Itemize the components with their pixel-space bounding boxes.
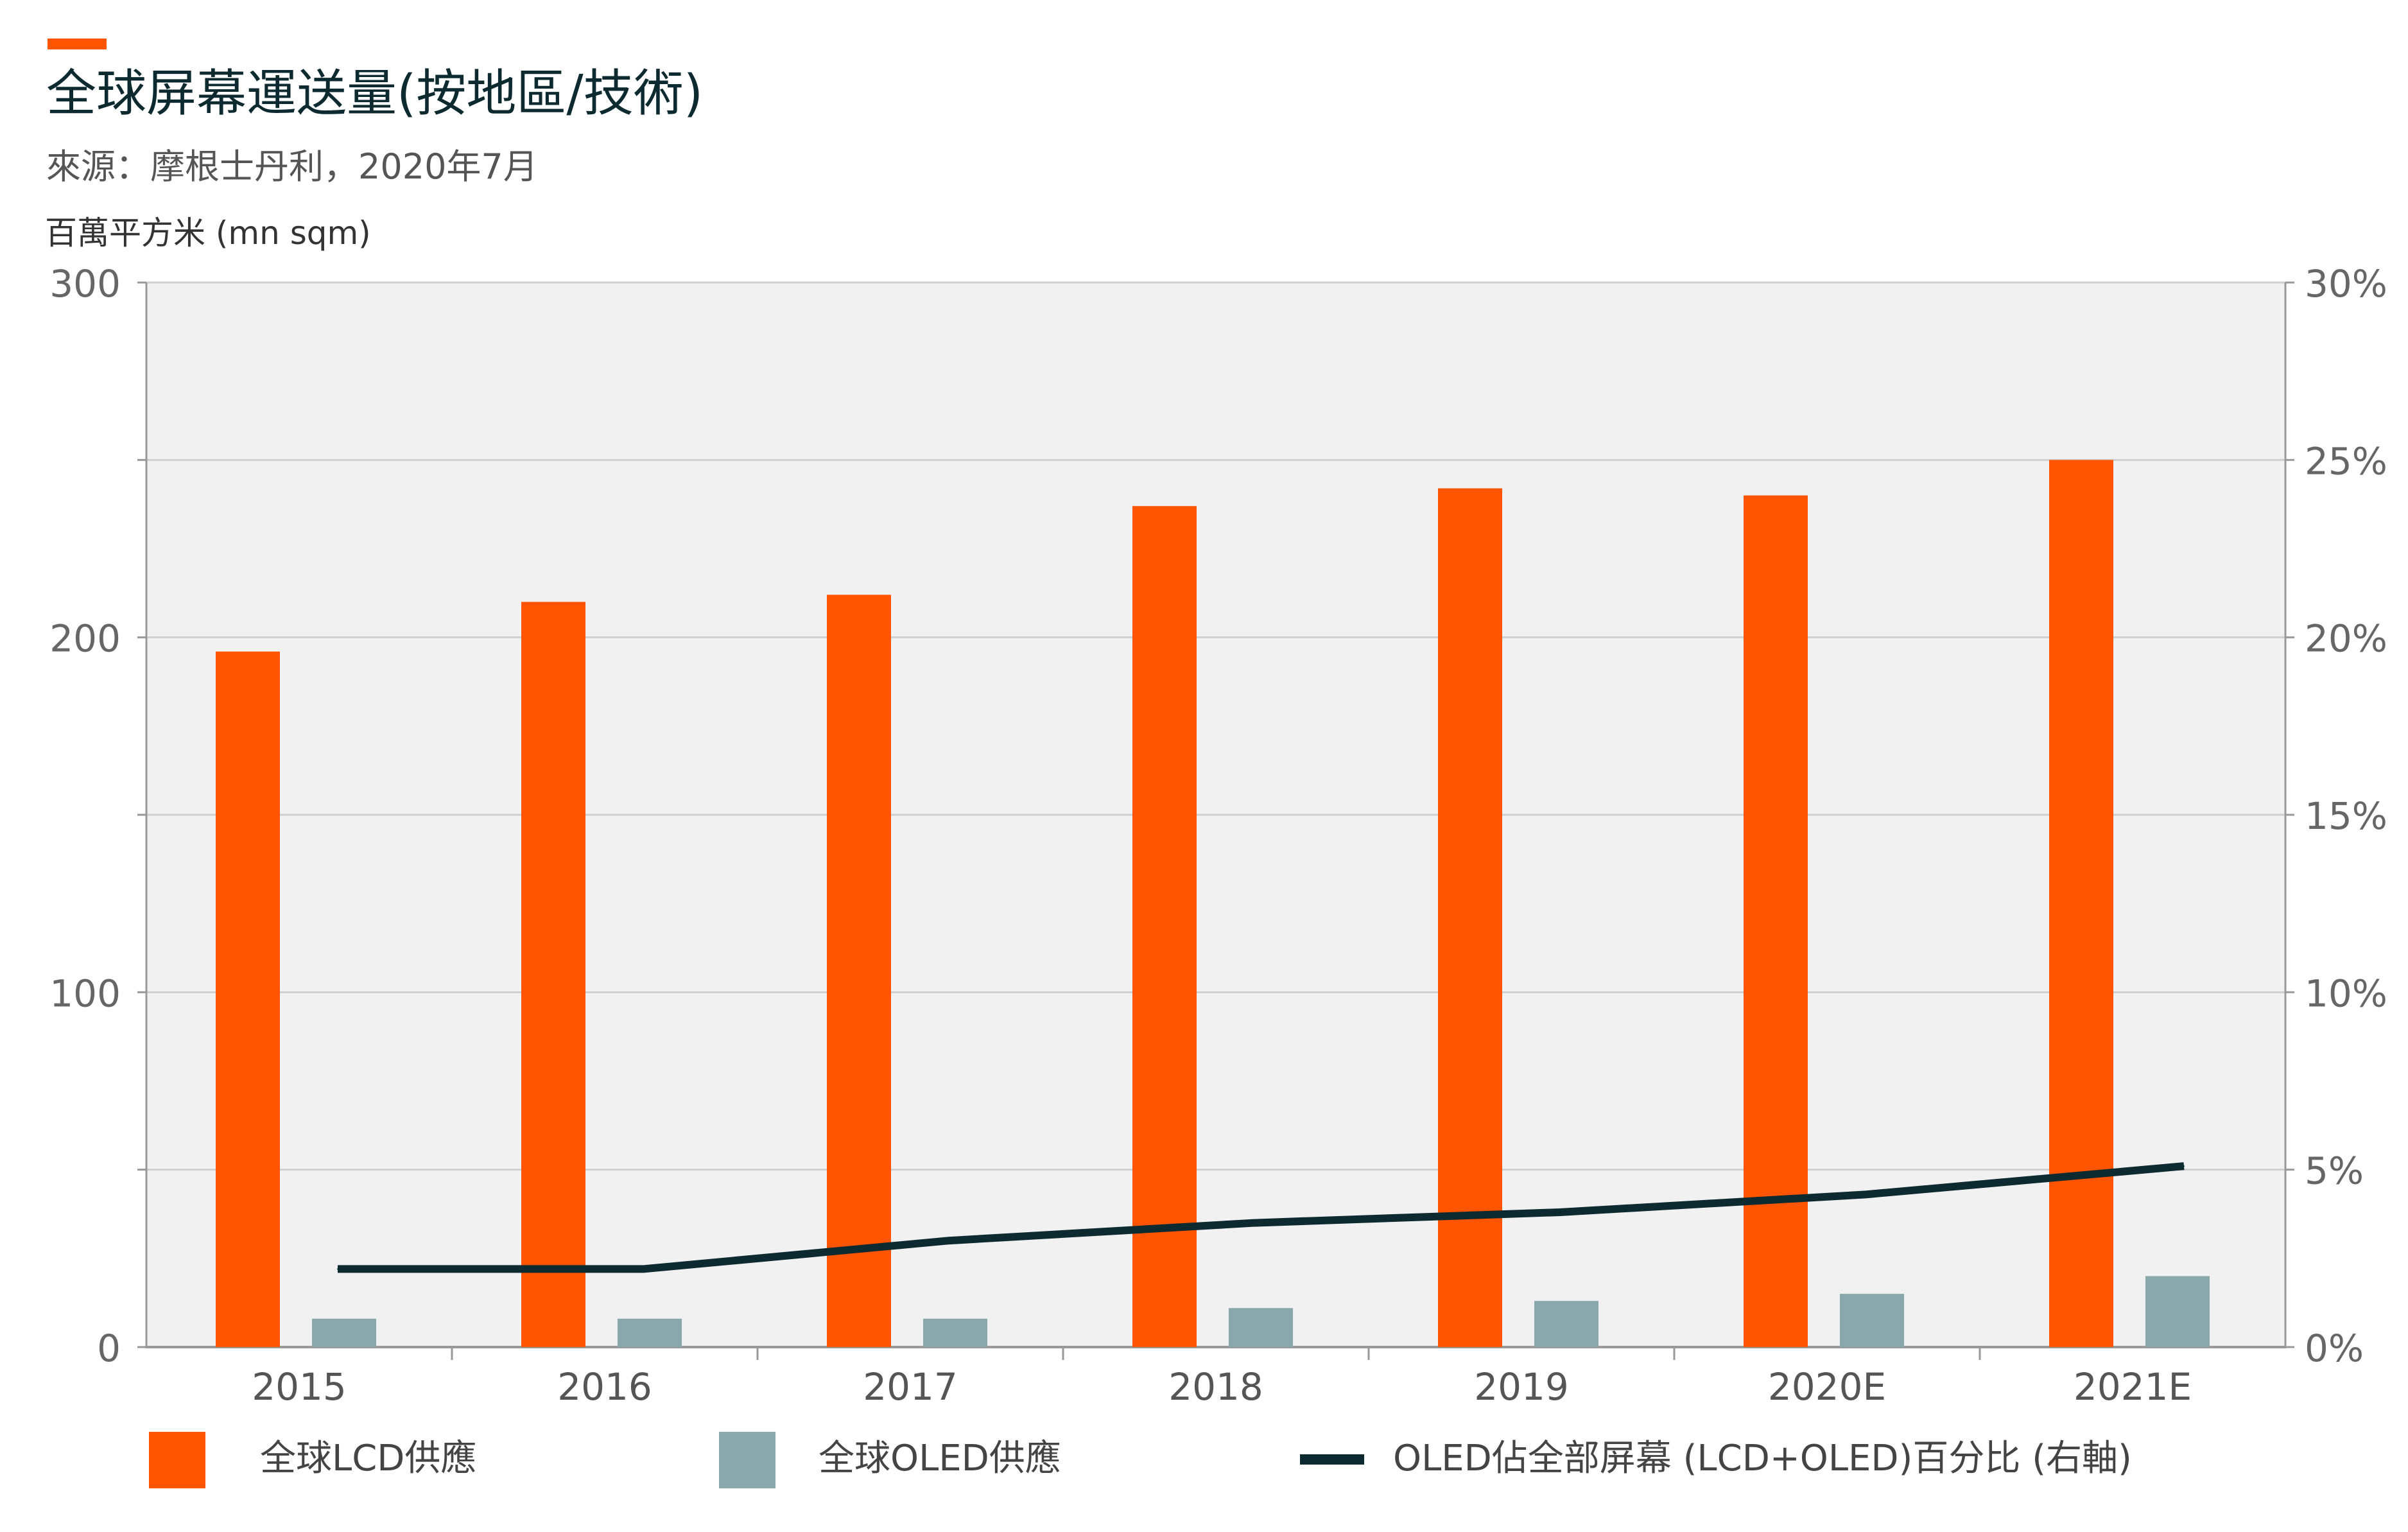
y2-tick-label: 30% — [2305, 262, 2387, 306]
line-point-2018 — [1254, 1222, 1255, 1224]
oled-share-line-group — [337, 1162, 2185, 1273]
legend-swatch-oled — [719, 1432, 775, 1488]
bar-lcd-2017 — [827, 595, 891, 1347]
y2-tick-label: 25% — [2305, 439, 2387, 483]
bar-lcd-2015 — [216, 651, 280, 1347]
y2-tick-label: 20% — [2305, 617, 2387, 661]
gridlines — [146, 281, 2285, 1171]
legend-label-oled: 全球OLED供應 — [819, 1438, 1061, 1479]
x-tick-label: 2018 — [1168, 1365, 1263, 1409]
x-tick-label: 2015 — [252, 1365, 347, 1409]
bars — [216, 460, 2210, 1348]
tick-labels: 0 100 200 300 0% 5% 10% 15% 20% 25% 30% 2015 2016 201… — [49, 262, 2387, 1409]
y-tick-label: 0 — [97, 1327, 121, 1370]
legend-label-lcd: 全球LCD供應 — [260, 1438, 476, 1479]
bar-lcd-2016 — [521, 602, 585, 1347]
y2-tick-label: 10% — [2305, 971, 2387, 1015]
bar-oled-2020e — [1840, 1294, 1904, 1347]
legend-swatch-line — [1300, 1454, 1364, 1465]
y2-tick-label: 15% — [2305, 794, 2387, 838]
x-tick-label: 2021E — [2074, 1365, 2192, 1409]
line-point-2016 — [643, 1268, 644, 1270]
y-tick-label: 200 — [49, 617, 121, 661]
bar-oled-2017 — [923, 1318, 987, 1347]
bar-lcd-2019 — [1438, 488, 1502, 1348]
line-point-2015 — [337, 1268, 338, 1270]
bar-oled-2021e — [2145, 1276, 2210, 1347]
title-accent-bar — [48, 39, 107, 49]
y-tick-label: 100 — [49, 971, 121, 1015]
line-point-2021e — [2183, 1165, 2185, 1167]
axes — [137, 281, 2294, 1360]
y-axis-label: 百萬平方米 (mn sqm) — [45, 214, 371, 252]
legend-label-line: OLED佔全部屏幕 (LCD+OLED)百分比 (右軸) — [1393, 1438, 2132, 1479]
x-tick-label: 2019 — [1474, 1365, 1569, 1409]
line-point-2019 — [1559, 1211, 1561, 1213]
chart-title: 全球屏幕運送量(按地區/技術) — [46, 65, 704, 123]
x-tick-label: 2016 — [557, 1365, 652, 1409]
bar-oled-2015 — [312, 1318, 376, 1347]
bar-oled-2016 — [618, 1318, 682, 1347]
y-tick-label: 300 — [49, 262, 121, 306]
legend: 全球LCD供應 全球OLED供應 OLED佔全部屏幕 (LCD+OLED)百分比 (… — [149, 1432, 2132, 1488]
line-point-2017 — [948, 1240, 949, 1242]
bar-lcd-2020e — [1744, 495, 1808, 1347]
line-point-2020e — [1865, 1194, 1866, 1196]
chart-source: 來源：摩根士丹利，2020年7月 — [46, 146, 538, 187]
x-tick-label: 2017 — [863, 1365, 958, 1409]
x-tick-label: 2020E — [1768, 1365, 1886, 1409]
bar-lcd-2021e — [2049, 460, 2113, 1348]
y2-tick-label: 5% — [2305, 1149, 2364, 1193]
bar-oled-2018 — [1229, 1308, 1293, 1347]
y2-tick-label: 0% — [2305, 1327, 2364, 1370]
bar-lcd-2018 — [1132, 506, 1197, 1348]
legend-swatch-lcd — [149, 1432, 205, 1488]
bar-oled-2019 — [1534, 1301, 1598, 1347]
